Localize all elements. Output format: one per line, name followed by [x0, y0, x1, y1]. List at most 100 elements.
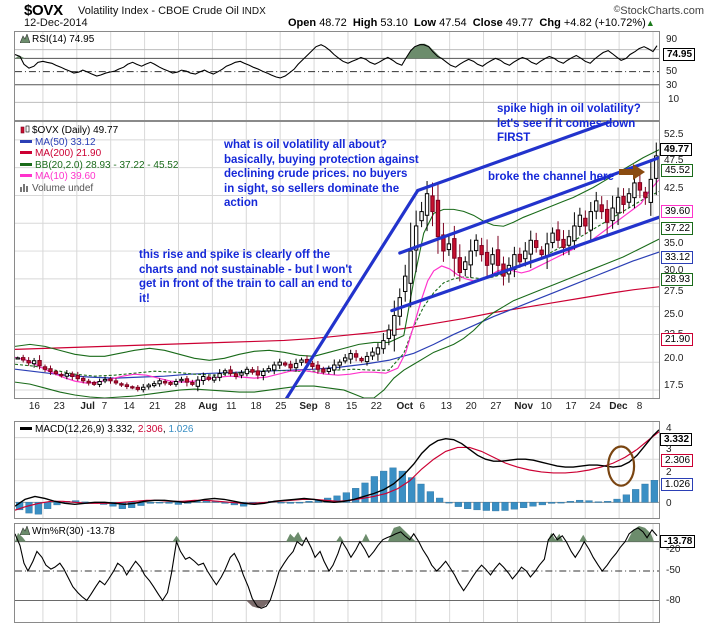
annotation-what-is-oil-volatility: what is oil volatility all about? basica…: [224, 138, 419, 211]
date-label-sep: Sep: [299, 401, 318, 412]
date-label-dec: Dec: [609, 401, 628, 412]
symbol-exchange: INDX: [241, 6, 266, 17]
brand-text: StockCharts.com: [620, 5, 704, 17]
rsi-panel: RSI(14) 74.95: [14, 31, 660, 121]
price-legend-3: BB(20,2.0) 28.93 - 37.22 - 45.52: [35, 159, 179, 171]
annotation-line: action: [224, 197, 258, 209]
price-y-label-17-5: 17.5: [664, 380, 684, 391]
price-legend-0: $OVX (Daily) 49.77: [32, 125, 119, 136]
date-label-28: 28: [174, 401, 186, 412]
rsi-legend: RSI(14) 74.95: [19, 33, 95, 46]
macd-signal-value: 2.306: [137, 424, 163, 435]
annotation-line: FIRST: [497, 132, 531, 144]
date-label-27: 27: [490, 401, 502, 412]
annotation-line: declining crude prices. no buyers: [224, 168, 408, 180]
date-label-jul: Jul: [80, 401, 95, 412]
close-label: Close: [472, 17, 503, 29]
annotation-line: basically, buying protection against: [224, 153, 419, 166]
macd-hist-value-box: 1.026: [661, 478, 694, 491]
macd-y-label-4: 4: [666, 423, 672, 434]
wmr-legend: Wm%R(30) -13.78: [19, 525, 115, 538]
price-legend-5: Volume undef: [32, 182, 94, 194]
macd-legend: MACD(12,26,9) 3.332, 2.306, 1.026: [20, 424, 193, 436]
ma10-swatch-icon: [20, 174, 32, 177]
rsi-legend-text: RSI(14) 74.95: [32, 34, 95, 45]
symbol-description: Volatility Index - CBOE Crude Oil INDX: [78, 5, 266, 17]
annotation-line: broke the channel here: [488, 171, 614, 183]
open-value: 48.72: [319, 17, 347, 29]
annotation-broke-the-channel: broke the channel here: [488, 170, 614, 185]
low-value: 47.54: [439, 17, 467, 29]
right-arrow-icon: [619, 164, 645, 185]
annotation-line: let's see if it comes down: [497, 117, 636, 130]
date-label-7: 7: [101, 401, 108, 412]
macd-y-label-0: 0: [666, 498, 672, 509]
annotation-line: it!: [139, 292, 150, 305]
macd-y-label-2: 2: [666, 467, 672, 478]
wmr-panel: Wm%R(30) -13.78: [14, 523, 660, 623]
annotation-line: what is oil volatility all about?: [224, 139, 387, 151]
annotation-line: in sight, so sellers dominate the: [224, 182, 400, 195]
chg-value: +4.82 (+10.72%): [563, 17, 646, 29]
ma200-value-box: 21.90: [661, 333, 694, 346]
high-label: High: [352, 17, 378, 29]
price-y-label-42-5: 42.5: [664, 183, 684, 194]
symbol-description-text: Volatility Index - CBOE Crude Oil: [78, 5, 239, 17]
annotation-line: spike high in oil volatility?: [497, 103, 641, 115]
quote-bar: Open 48.72 High 53.10 Low 47.54 Close 49…: [288, 17, 655, 29]
annotation-line: charts and not sustainable - but I won't: [139, 263, 352, 276]
macd-current-value-box: 3.332: [660, 433, 693, 446]
wmr-y-axis: -13.78 -20 -50 -80: [660, 523, 710, 623]
date-label-14: 14: [123, 401, 135, 412]
ma50-swatch-icon: [20, 139, 32, 143]
wmr-current-value-box: -13.78: [660, 535, 696, 548]
open-label: Open: [288, 17, 317, 29]
date-label-8: 8: [636, 401, 643, 412]
date-label-17: 17: [565, 401, 577, 412]
symbol-ticker: $OVX: [24, 2, 63, 19]
annotation-rise-and-spike: this rise and spike is clearly off the c…: [139, 248, 352, 306]
date-label-oct: Oct: [396, 401, 414, 412]
rsi-y-axis: 90 74.95 50 30 10: [662, 31, 710, 121]
wmr-indicator-icon: [19, 525, 31, 536]
rsi-y-label-90: 90: [666, 34, 678, 45]
macd-hist-value: 1.026: [168, 424, 194, 435]
macd-legend-name: MACD(12,26,9): [35, 424, 105, 435]
macd-plot: [15, 422, 659, 518]
stockcharts-brand: ©StockCharts.com: [614, 4, 704, 17]
price-y-label-27-5: 27.5: [664, 286, 684, 297]
date-label-aug: Aug: [198, 401, 218, 412]
rsi-indicator-icon: [19, 33, 31, 44]
macd-signal-value-box: 2.306: [661, 454, 694, 467]
ma50-value-box: 33.12: [661, 251, 694, 264]
wmr-y-label--50: -50: [666, 565, 681, 576]
annotation-spike-high: spike high in oil volatility? let's see …: [497, 102, 641, 146]
bb-middle-value-box: 37.22: [661, 222, 694, 235]
rsi-y-label-50: 50: [666, 66, 678, 77]
bb-upper-value-box: 45.52: [661, 164, 694, 177]
price-legend-1: MA(50) 33.12: [35, 136, 96, 148]
chart-header: $OVX Volatility Index - CBOE Crude Oil I…: [0, 0, 710, 30]
chg-label: Chg: [539, 17, 561, 29]
rsi-y-label-10: 10: [668, 94, 680, 105]
wmr-y-label--80: -80: [666, 595, 681, 606]
price-y-axis: 52.5 49.77 47.5 45.52 42.5 39.60 37.22 3…: [660, 121, 710, 399]
date-label-24: 24: [589, 401, 601, 412]
wmr-plot: [15, 524, 659, 622]
price-y-label-52-5: 52.5: [664, 129, 684, 140]
high-value: 53.10: [380, 17, 408, 29]
macd-value: 3.332: [107, 424, 133, 435]
date-label-23: 23: [53, 401, 65, 412]
macd-swatch-icon: [20, 427, 32, 430]
annotation-line: get in front of the train to call an end…: [139, 278, 353, 290]
rsi-current-value-box: 74.95: [663, 48, 696, 61]
annotation-line: this rise and spike is clearly off the: [139, 249, 331, 261]
close-value: 49.77: [505, 17, 534, 29]
price-plot: [15, 122, 659, 398]
rsi-y-label-30: 30: [666, 80, 678, 91]
date-label-18: 18: [250, 401, 262, 412]
up-triangle-icon: ▲: [645, 18, 655, 28]
date-axis: 16 23 Jul 7 14 21 28 Aug 11 18 25 Sep 8 15 22 Oct 6 13 20 2…: [14, 401, 660, 417]
price-y-label-20-0: 20.0: [664, 353, 684, 364]
